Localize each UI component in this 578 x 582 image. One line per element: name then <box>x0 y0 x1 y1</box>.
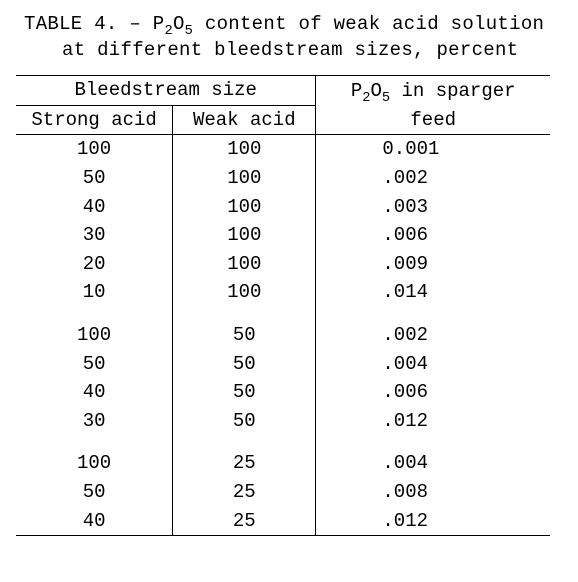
cell-weak-acid: 50 <box>173 321 316 350</box>
table-row: 40 50 .006 <box>16 378 550 407</box>
cell-strong-acid: 40 <box>16 378 173 407</box>
header-strong-acid: Strong acid <box>16 105 173 135</box>
cell-p2o5: .003 <box>316 193 550 222</box>
table-row: 50 50 .004 <box>16 350 550 379</box>
cell-strong-acid: 50 <box>16 164 173 193</box>
cell-weak-acid: 100 <box>173 278 316 307</box>
header-sub: 5 <box>382 90 390 105</box>
cell-strong-acid: 30 <box>16 407 173 436</box>
cell-weak-acid: 100 <box>173 135 316 164</box>
header-weak-acid: Weak acid <box>173 105 316 135</box>
cell-p2o5: .012 <box>316 407 550 436</box>
cell-strong-acid: 100 <box>16 321 173 350</box>
spacer-row <box>16 435 550 449</box>
cell-strong-acid: 50 <box>16 478 173 507</box>
cell-strong-acid: 40 <box>16 193 173 222</box>
table-row: 10 100 .014 <box>16 278 550 307</box>
caption-sub: 2 <box>164 24 173 39</box>
header-text: P <box>351 80 362 102</box>
spacer-row <box>16 307 550 321</box>
cell-p2o5: .006 <box>316 221 550 250</box>
cell-p2o5: .009 <box>316 250 550 279</box>
data-table: Bleedstream size P2O5 in sparger Strong … <box>16 75 550 536</box>
cell-weak-acid: 50 <box>173 378 316 407</box>
cell-weak-acid: 25 <box>173 507 316 536</box>
header-text: in sparger <box>390 80 515 102</box>
header-text: O <box>370 80 381 102</box>
cell-p2o5: .004 <box>316 350 550 379</box>
cell-p2o5: .002 <box>316 321 550 350</box>
cell-p2o5: .006 <box>316 378 550 407</box>
table-row: 40 25 .012 <box>16 507 550 536</box>
table-row: 100 25 .004 <box>16 449 550 478</box>
cell-p2o5: .002 <box>316 164 550 193</box>
table-row: 30 100 .006 <box>16 221 550 250</box>
table-row: 20 100 .009 <box>16 250 550 279</box>
table-row: 30 50 .012 <box>16 407 550 436</box>
caption-sub: 5 <box>185 24 194 39</box>
header-bleedstream: Bleedstream size <box>16 76 316 106</box>
cell-p2o5: .004 <box>316 449 550 478</box>
cell-strong-acid: 20 <box>16 250 173 279</box>
table-row: 50 100 .002 <box>16 164 550 193</box>
cell-strong-acid: 100 <box>16 135 173 164</box>
cell-strong-acid: 30 <box>16 221 173 250</box>
cell-weak-acid: 100 <box>173 193 316 222</box>
cell-weak-acid: 50 <box>173 350 316 379</box>
cell-strong-acid: 50 <box>16 350 173 379</box>
header-sparger-line1: P2O5 in sparger <box>316 76 550 106</box>
cell-strong-acid: 40 <box>16 507 173 536</box>
cell-weak-acid: 100 <box>173 221 316 250</box>
table-row: 100 100 0.001 <box>16 135 550 164</box>
cell-strong-acid: 10 <box>16 278 173 307</box>
cell-weak-acid: 100 <box>173 250 316 279</box>
cell-strong-acid: 100 <box>16 449 173 478</box>
caption-text: TABLE 4. – P <box>24 13 164 35</box>
cell-p2o5: .008 <box>316 478 550 507</box>
table-row: 100 50 .002 <box>16 321 550 350</box>
caption-text: O <box>173 13 185 35</box>
cell-weak-acid: 25 <box>173 478 316 507</box>
table-row: 40 100 .003 <box>16 193 550 222</box>
cell-weak-acid: 25 <box>173 449 316 478</box>
cell-p2o5: .014 <box>316 278 550 307</box>
table-row: 50 25 .008 <box>16 478 550 507</box>
table-caption: TABLE 4. – P2O5 content of weak acid sol… <box>24 12 566 63</box>
cell-weak-acid: 50 <box>173 407 316 436</box>
cell-p2o5: .012 <box>316 507 550 536</box>
header-feed: feed <box>316 105 550 135</box>
cell-weak-acid: 100 <box>173 164 316 193</box>
cell-p2o5: 0.001 <box>316 135 550 164</box>
